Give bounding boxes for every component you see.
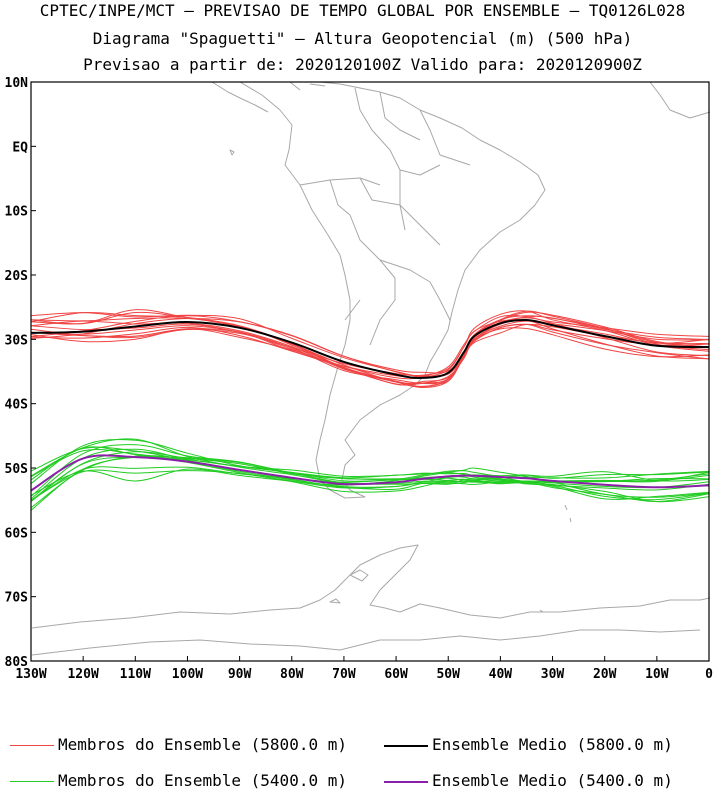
chart-title-line-1: CPTEC/INPE/MCT — PREVISAO DE TEMPO GLOBA… bbox=[39, 1, 686, 20]
ensemble-mean-5400-line bbox=[30, 454, 710, 492]
lat-tick-label: EQ bbox=[12, 140, 28, 155]
lat-tick-label: 80S bbox=[5, 655, 29, 670]
legend-row-2: Membros do Ensemble (5400.0 m) Ensemble … bbox=[0, 771, 725, 791]
lon-tick-label: 40W bbox=[489, 667, 513, 682]
lon-tick-label: 80W bbox=[280, 667, 304, 682]
chart-title-line-3: Previsao a partir de: 2020120100Z Valido… bbox=[83, 55, 642, 74]
lat-tick-label: 50S bbox=[5, 462, 29, 477]
legend-label-members-5800: Membros do Ensemble (5800.0 m) bbox=[58, 735, 347, 754]
lat-tick-label: 10S bbox=[5, 205, 29, 220]
coastline-layer bbox=[31, 81, 711, 656]
legend-row-1: Membros do Ensemble (5800.0 m) Ensemble … bbox=[0, 735, 725, 755]
lon-tick-label: 130W bbox=[15, 667, 46, 682]
islands bbox=[229, 149, 572, 613]
antarctica-coastline bbox=[31, 544, 711, 656]
lon-tick-label: 60W bbox=[384, 667, 408, 682]
lon-tick-label: 20W bbox=[593, 667, 617, 682]
legend-label-mean-5800: Ensemble Medio (5800.0 m) bbox=[432, 735, 673, 754]
legend-label-mean-5400: Ensemble Medio (5400.0 m) bbox=[432, 771, 673, 790]
lon-tick-label: 50W bbox=[436, 667, 460, 682]
lon-tick-label: 100W bbox=[172, 667, 203, 682]
legend-label-members-5400: Membros do Ensemble (5400.0 m) bbox=[58, 771, 347, 790]
member-5400-line bbox=[30, 439, 710, 500]
ensemble-mean-layer bbox=[30, 318, 710, 492]
lon-tick-label: 30W bbox=[541, 667, 565, 682]
lon-tick-label: 90W bbox=[228, 667, 252, 682]
lon-tick-label: 0 bbox=[705, 667, 713, 682]
lat-tick-label: 30S bbox=[5, 333, 29, 348]
ensemble-mean-5800-line bbox=[30, 318, 710, 379]
members-5800-layer bbox=[30, 309, 710, 389]
lon-tick-label: 120W bbox=[67, 667, 98, 682]
country-borders bbox=[299, 87, 471, 346]
legend-swatch-members-5400 bbox=[10, 781, 54, 782]
map-frame bbox=[30, 81, 710, 662]
lat-tick-label: 20S bbox=[5, 269, 29, 284]
legend-swatch-mean-5800 bbox=[384, 745, 428, 747]
lon-tick-label: 70W bbox=[332, 667, 356, 682]
legend-swatch-mean-5400 bbox=[384, 781, 428, 783]
antarctic-islands bbox=[329, 569, 369, 604]
legend-swatch-members-5800 bbox=[10, 745, 54, 746]
member-5400-line bbox=[30, 446, 710, 491]
lat-tick-label: 10N bbox=[5, 76, 29, 91]
lon-tick-label: 110W bbox=[120, 667, 151, 682]
south-america-coastline bbox=[239, 81, 546, 499]
member-5800-line bbox=[30, 323, 710, 389]
lon-tick-label: 10W bbox=[645, 667, 669, 682]
member-5800-line bbox=[30, 311, 710, 388]
members-5400-layer bbox=[30, 438, 710, 511]
lat-tick-label: 40S bbox=[5, 398, 29, 413]
central-america-coastline bbox=[211, 81, 326, 113]
africa-coastline bbox=[649, 81, 711, 119]
lat-tick-label: 70S bbox=[5, 591, 29, 606]
chart-title-line-2: Diagrama "Spaguetti" — Altura Geopotenci… bbox=[92, 29, 633, 48]
member-5800-line bbox=[30, 310, 710, 380]
lat-tick-label: 60S bbox=[5, 526, 29, 541]
member-5800-line bbox=[30, 319, 710, 377]
member-5400-line bbox=[30, 467, 710, 498]
